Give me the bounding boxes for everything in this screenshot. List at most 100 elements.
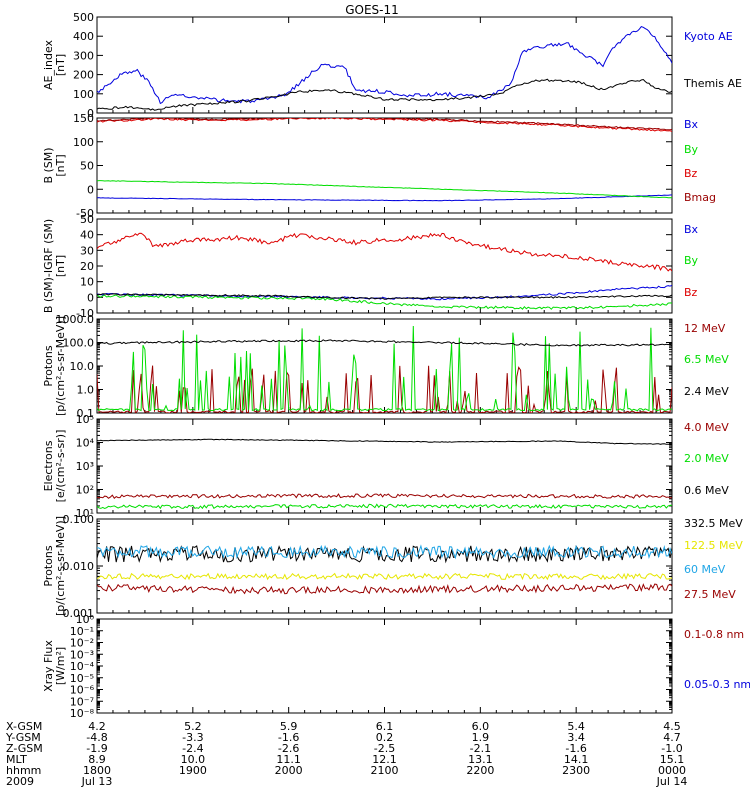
ytick-label: 0.100 (63, 513, 95, 526)
legend-entry: 0.1-0.8 nm (684, 628, 744, 641)
xaxis-tick-value: 2100 (371, 764, 399, 777)
xaxis-row-label: Z-GSM (6, 742, 43, 755)
xaxis-tick-value: -1.9 (86, 742, 107, 755)
series-line-by (97, 294, 672, 310)
panel-ae: 0 100 200 300 400 500 AE_index[nT] Kyoto AE Them… (42, 11, 742, 120)
panel-frame (96, 618, 673, 714)
xaxis-tick-value: 14.1 (564, 753, 589, 766)
y-axis-label: AE_index[nT] (42, 39, 67, 90)
xaxis-tick-value: -2.6 (278, 742, 299, 755)
xaxis-tick-value: -2.4 (182, 742, 203, 755)
ytick-label: 100 (73, 136, 94, 149)
series-line-kyoto-ae (97, 26, 672, 105)
xaxis-tick-value: 3.4 (567, 731, 585, 744)
ytick-label: 50 (80, 213, 94, 226)
ytick-label: 100.0 (63, 337, 95, 350)
xaxis-tick-value: 5.9 (280, 720, 298, 733)
xaxis-tick-value: 5.4 (567, 720, 585, 733)
xaxis-row-label: MLT (6, 753, 27, 766)
y-axis-label: Electrons[e/(cm²-s-sr)] (42, 430, 67, 503)
series-line-6-5-mev (97, 325, 672, 412)
xaxis-tick-value: 2300 (562, 764, 590, 777)
chart-title: GOES-11 (345, 3, 399, 17)
series-line-2-0-mev (97, 503, 672, 510)
series-line-bmag (97, 293, 672, 300)
legend-entry: 6.5 MeV (684, 353, 729, 366)
series-line-0-6-mev (97, 438, 672, 445)
ytick-label: 400 (73, 30, 94, 43)
series-group (97, 438, 672, 510)
xaxis-tick-value: 0000 (658, 764, 686, 777)
xaxis-tick-value: 4.7 (663, 731, 681, 744)
legend-entry: Bx (684, 118, 699, 131)
ytick-label: 10⁵ (76, 413, 94, 426)
y-axis-label: B (SM)[nT] (42, 147, 67, 183)
xaxis-row-label: X-GSM (6, 720, 42, 733)
xaxis-tick-value: 12.1 (372, 753, 397, 766)
series-line-bx (97, 194, 672, 202)
xaxis-tick-value: 0.2 (376, 731, 394, 744)
panel-frame (96, 418, 673, 514)
ytick-label: 10 (80, 276, 94, 289)
series-group (97, 118, 672, 202)
ytick-label: 1000.0 (56, 313, 95, 326)
ytick-label: 0.1 (77, 407, 95, 420)
series-line-bmag (97, 118, 672, 131)
xaxis-tick-value: 1.9 (472, 731, 490, 744)
ytick-label: 0 (87, 107, 94, 120)
xaxis-tick-value: 1900 (179, 764, 207, 777)
ytick-label: 150 (73, 112, 94, 125)
series-line-122-5-mev (97, 572, 672, 581)
xaxis-tick-value: 15.1 (660, 753, 685, 766)
ytick-label: 10⁴ (76, 437, 95, 450)
ytick-label: 500 (73, 11, 94, 24)
ytick-label: 300 (73, 49, 94, 62)
ytick-label: 10³ (76, 460, 94, 473)
ytick-label: 10⁻⁴ (70, 660, 95, 673)
legend-entry: 2.0 MeV (684, 452, 729, 465)
series-line-themis-ae (97, 78, 672, 111)
ytick-label: 10⁻⁸ (70, 707, 95, 720)
y-axis-label: B (SM)-IGRF (SM)[nT] (42, 219, 67, 313)
ytick-label: 10⁻³ (70, 648, 94, 661)
legend-entry: 0.05-0.3 nm (684, 678, 750, 691)
xaxis-tick-value: 6.0 (472, 720, 490, 733)
ytick-label: 10⁰ (76, 613, 95, 626)
series-group (97, 232, 672, 310)
panel-frame (96, 16, 673, 114)
legend-entry: 27.5 MeV (684, 588, 736, 601)
xaxis-row-label: Y-GSM (5, 731, 41, 744)
xaxis-tick-value: 11.1 (276, 753, 301, 766)
xaxis-tick-value: 13.1 (468, 753, 493, 766)
ytick-label: 20 (80, 260, 94, 273)
series-line-60-mev (97, 544, 672, 560)
xaxis-tick-value: -2.1 (470, 742, 491, 755)
y-axis-label: Xray Flux[W/m²] (42, 640, 67, 692)
panel-frame (96, 518, 673, 614)
panel-protons2: 0.001 0.010 0.100Protons[p/(cm²-s-sr-MeV)]… (42, 513, 743, 620)
legend-entry: 60 MeV (684, 563, 726, 576)
ytick-label: 10⁻² (70, 637, 94, 650)
legend-entry: Bmag (684, 191, 716, 204)
legend-entry: Bz (684, 286, 698, 299)
panel-protons1: 0.1 1.0 10.0 100.0 1000.0Protons[p/(cm²-s-sr… (42, 313, 729, 420)
xaxis-tick-value: 1800 (83, 764, 111, 777)
series-line-by (97, 180, 672, 199)
legend-entry: Bz (684, 167, 698, 180)
series-line-27-5-mev (97, 583, 672, 595)
legend-entry: Themis AE (683, 77, 742, 90)
xaxis-tick-value: 8.9 (88, 753, 106, 766)
series-line-12-mev (97, 365, 672, 413)
ytick-label: 40 (80, 229, 94, 242)
legend-entry: By (684, 143, 699, 156)
ytick-label: -10 (76, 307, 94, 320)
xaxis-tick-value: -1.0 (661, 742, 682, 755)
xaxis-tick-value: 2200 (466, 764, 494, 777)
series-line-4-0-mev (97, 493, 672, 499)
ytick-label: 10² (76, 484, 94, 497)
ytick-label: 0 (87, 291, 94, 304)
series-line-bz (97, 118, 672, 133)
xaxis-tick-value: 6.1 (376, 720, 394, 733)
ytick-label: 10⁻⁵ (70, 672, 94, 685)
ytick-label: 0.001 (63, 607, 95, 620)
